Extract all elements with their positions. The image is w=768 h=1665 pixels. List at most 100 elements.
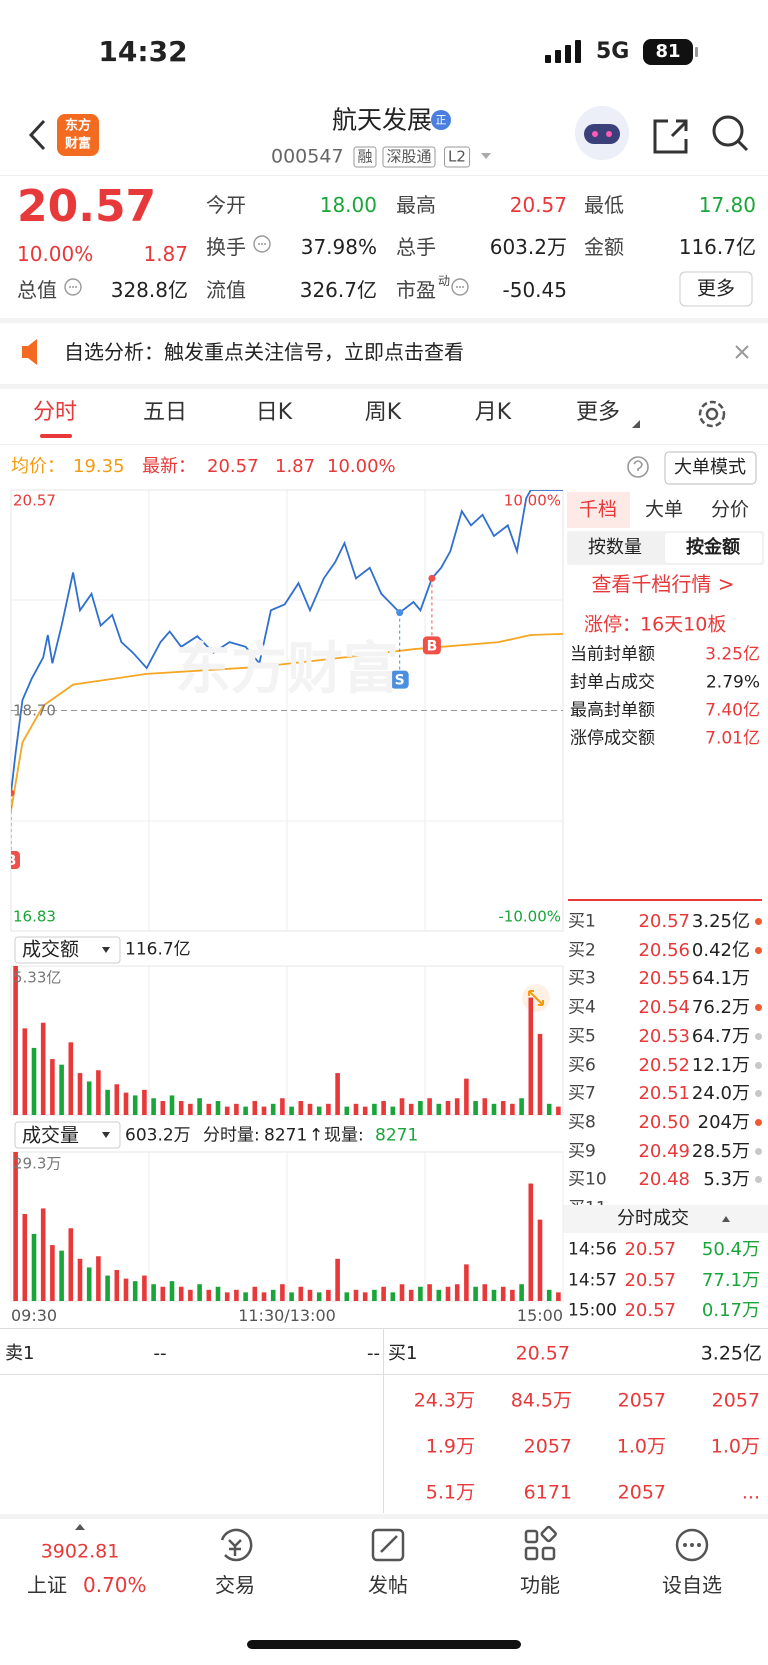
index-arrow [75, 1524, 85, 1530]
info-dot [264, 243, 266, 245]
selector[interactable] [14, 1121, 121, 1149]
bar [464, 1264, 469, 1301]
stat-label: 最高封单额 [570, 700, 655, 721]
total: 116.7亿 [125, 939, 191, 960]
panel-subtab[interactable]: 按金额 [686, 537, 740, 558]
marker-label: B [427, 638, 438, 654]
bar [68, 1228, 74, 1301]
tab[interactable]: 五日 [142, 400, 188, 425]
close-button[interactable] [735, 345, 749, 359]
more-button-label[interactable]: 更多 [696, 277, 736, 300]
bar [243, 1292, 248, 1301]
bid-dot [755, 1147, 762, 1155]
selector-label[interactable]: 成交额 [22, 938, 80, 961]
bid-amount: 24.0万 [691, 1083, 750, 1105]
bar [344, 1106, 350, 1115]
bar [234, 1103, 239, 1115]
bar [491, 1289, 497, 1301]
banner-text[interactable]: 自选分析：触发重点关注信号，立即点击查看 [64, 340, 464, 364]
field-value: 326.7亿 [299, 278, 377, 302]
tab[interactable]: 更多 [575, 400, 621, 425]
index-change[interactable]: 0.70% [83, 1573, 147, 1597]
tab[interactable]: 周K [364, 400, 402, 425]
bar [13, 966, 18, 1115]
stat-label: 当前封单额 [570, 644, 655, 665]
panel-tab[interactable]: 分价 [710, 498, 750, 521]
info-dot [456, 286, 458, 288]
avatar-face [584, 124, 620, 144]
tab[interactable]: 月K [474, 400, 512, 425]
help-icon[interactable] [627, 456, 649, 478]
depth-link[interactable]: 查看千档行情 > [591, 572, 735, 596]
y-tick-label: 29.3万 [13, 1154, 62, 1173]
ask-label: 卖1 [5, 1343, 35, 1364]
dropdown-arrow[interactable] [481, 153, 491, 159]
back-button[interactable] [28, 119, 46, 151]
selector[interactable] [14, 936, 121, 964]
bar [197, 1098, 202, 1115]
order-cell: 1.0万 [710, 1435, 760, 1458]
search-button[interactable] [712, 115, 749, 152]
mode-button-label[interactable]: 大单模式 [674, 457, 746, 478]
nav-item[interactable]: 发帖 [368, 1573, 408, 1597]
settings-button[interactable] [698, 400, 726, 428]
home-indicator [247, 1640, 521, 1649]
bar [77, 1073, 83, 1115]
tag: 融 [353, 146, 377, 168]
bid-amount: 64.1万 [691, 968, 750, 990]
bar [418, 1286, 423, 1301]
bar [528, 997, 534, 1115]
bid-dot [755, 1004, 762, 1012]
selector-label[interactable]: 成交量 [22, 1124, 80, 1147]
bar [151, 1098, 156, 1115]
bar [261, 1292, 267, 1301]
bar [390, 1106, 396, 1115]
stock-name: 航天发展 [331, 105, 433, 135]
field-label: 换手 [206, 235, 246, 259]
bar [178, 1101, 184, 1115]
bar [59, 1064, 64, 1115]
price-line [11, 490, 563, 794]
panel-subtab[interactable]: 按数量 [588, 537, 642, 558]
collapse-arrow[interactable] [722, 1216, 730, 1222]
info-dot [261, 243, 263, 245]
tab[interactable]: 分时 [32, 400, 78, 425]
battery-level: 81 [655, 41, 681, 62]
order-cell: 6171 [523, 1481, 572, 1504]
mode-button[interactable] [664, 451, 757, 485]
marker-badge [422, 636, 441, 655]
more-button[interactable] [679, 271, 753, 307]
nav-item[interactable]: 设自选 [662, 1573, 722, 1597]
trade-time: 14:57 [568, 1270, 617, 1290]
bid-label: 买10 [568, 1169, 607, 1190]
divider [0, 384, 768, 389]
share-button[interactable] [653, 119, 688, 154]
panel-tab[interactable]: 千档 [578, 498, 618, 521]
tab[interactable]: 日K [255, 400, 293, 425]
network: 5G [596, 39, 630, 64]
tab-underline [40, 434, 72, 438]
bar [252, 1286, 258, 1301]
app-logo [57, 114, 99, 156]
logo-text: 财富 [64, 136, 92, 152]
bar [464, 1078, 469, 1115]
divider [0, 1374, 768, 1375]
divider [0, 175, 768, 176]
bar [316, 1106, 322, 1115]
bid-label: 买9 [568, 1141, 596, 1162]
expand-button[interactable] [522, 984, 550, 1012]
nav-item[interactable]: 交易 [215, 1573, 255, 1597]
bid-price: 20.49 [638, 1140, 690, 1162]
index-name[interactable]: 上证 [27, 1573, 67, 1597]
bar [224, 1292, 230, 1301]
bar [510, 1289, 515, 1301]
average-line [11, 633, 563, 811]
bar [537, 1033, 543, 1115]
index-value[interactable]: 3902.81 [40, 1540, 120, 1563]
bar [546, 1289, 552, 1301]
panel-tab[interactable]: 大单 [644, 498, 684, 521]
stat-value: 3.25亿 [705, 644, 760, 665]
nav-item[interactable]: 功能 [520, 1573, 560, 1597]
bid-price: 20.57 [638, 911, 690, 932]
